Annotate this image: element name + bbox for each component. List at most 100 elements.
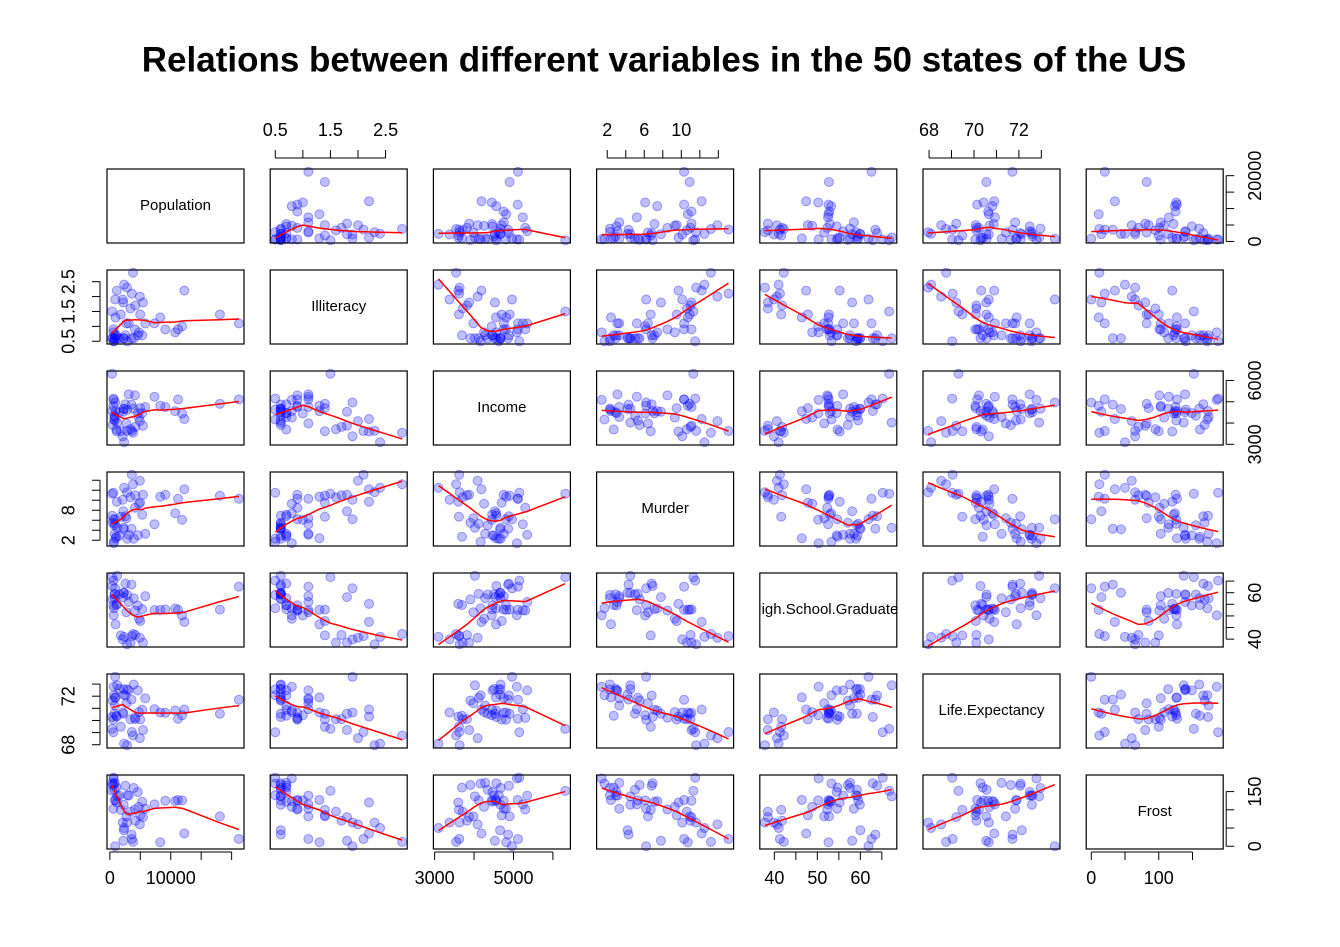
point xyxy=(214,708,225,719)
point xyxy=(179,616,190,627)
point xyxy=(495,333,506,344)
point xyxy=(1198,578,1209,589)
panel-frame xyxy=(759,168,898,244)
point xyxy=(1178,680,1189,691)
point xyxy=(823,212,834,223)
point xyxy=(834,496,845,507)
point xyxy=(696,196,707,207)
point xyxy=(823,391,834,402)
point xyxy=(696,828,707,839)
point xyxy=(686,324,697,335)
point xyxy=(281,604,292,615)
point xyxy=(625,333,636,344)
point xyxy=(989,414,1000,425)
point xyxy=(983,634,994,645)
panel xyxy=(1085,166,1224,246)
point xyxy=(1141,607,1152,618)
point xyxy=(454,227,465,238)
point xyxy=(987,327,998,338)
point xyxy=(233,581,244,592)
panel xyxy=(759,469,898,549)
point xyxy=(319,511,330,522)
point xyxy=(813,795,824,806)
point xyxy=(314,794,325,805)
point xyxy=(303,591,314,602)
point xyxy=(137,509,148,520)
point xyxy=(128,533,139,544)
point xyxy=(834,426,845,437)
point xyxy=(286,412,297,423)
point xyxy=(456,531,467,542)
point xyxy=(464,725,475,736)
point xyxy=(768,431,779,442)
point xyxy=(117,707,128,718)
point xyxy=(1169,201,1180,212)
point xyxy=(1049,583,1060,594)
point xyxy=(281,531,292,542)
point xyxy=(1186,408,1197,419)
point xyxy=(1171,197,1182,208)
point xyxy=(397,629,408,640)
point xyxy=(975,778,986,789)
point xyxy=(108,487,119,498)
point xyxy=(110,312,121,323)
point xyxy=(971,303,982,314)
point xyxy=(605,404,616,415)
point xyxy=(679,604,690,615)
point xyxy=(347,634,358,645)
point xyxy=(679,694,690,705)
point xyxy=(1150,492,1161,503)
panel-frame xyxy=(759,370,898,446)
point xyxy=(330,424,341,435)
point xyxy=(645,804,656,815)
point xyxy=(647,333,658,344)
variable-name: Illiteracy xyxy=(311,298,367,315)
point xyxy=(479,220,490,231)
point xyxy=(560,723,571,734)
point xyxy=(473,518,484,529)
point xyxy=(330,806,341,817)
point xyxy=(495,524,506,535)
point xyxy=(1115,689,1126,700)
point xyxy=(1171,710,1182,721)
point xyxy=(319,403,330,414)
point xyxy=(987,796,998,807)
point xyxy=(673,426,684,437)
point xyxy=(111,531,122,542)
point xyxy=(1153,309,1164,320)
point xyxy=(111,496,122,507)
point xyxy=(690,393,701,404)
smoother xyxy=(927,481,1055,538)
point xyxy=(108,610,119,621)
point xyxy=(778,730,789,741)
point xyxy=(475,234,486,245)
panel-frame xyxy=(106,370,245,446)
point xyxy=(599,414,610,425)
point xyxy=(1031,610,1042,621)
point xyxy=(826,778,837,789)
point xyxy=(122,590,133,601)
point xyxy=(1005,333,1016,344)
point xyxy=(625,232,636,243)
point xyxy=(671,403,682,414)
point xyxy=(109,333,120,344)
x-tick-label: 50 xyxy=(807,868,827,888)
point xyxy=(977,600,988,611)
point xyxy=(454,282,465,293)
point xyxy=(126,694,137,705)
point xyxy=(433,631,444,642)
point xyxy=(286,705,297,716)
point xyxy=(512,199,523,210)
point xyxy=(464,218,475,229)
point xyxy=(981,520,992,531)
point xyxy=(303,694,314,705)
point xyxy=(1186,221,1197,232)
point xyxy=(1163,587,1174,598)
point xyxy=(179,484,190,495)
point xyxy=(1171,692,1182,703)
point xyxy=(275,420,286,431)
point xyxy=(330,637,341,648)
point xyxy=(353,733,364,744)
point xyxy=(987,201,998,212)
point xyxy=(1024,221,1035,232)
